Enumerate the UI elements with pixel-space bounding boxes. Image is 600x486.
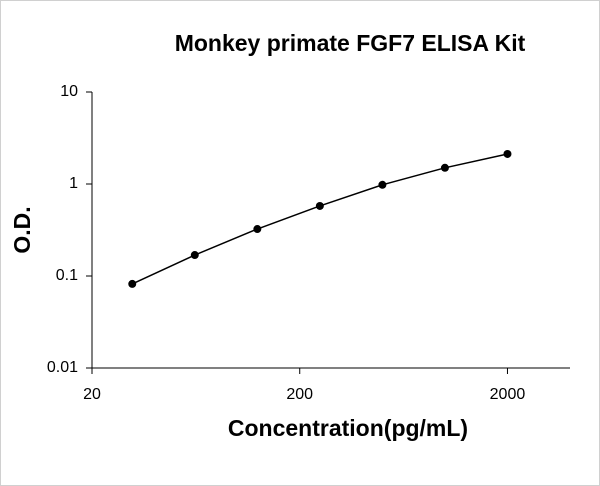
y-tick-label: 10 [60, 83, 78, 100]
y-tick-label: 1 [69, 175, 78, 192]
point [440, 163, 449, 172]
point [378, 180, 387, 189]
point [128, 279, 137, 288]
y-tick-label: 0.01 [47, 359, 78, 376]
x-tick-label: 200 [286, 386, 313, 403]
chart-title: Monkey primate FGF7 ELISA Kit [175, 30, 526, 56]
point [315, 201, 324, 210]
point [503, 149, 512, 158]
x-axis-title: Concentration(pg/mL) [228, 415, 468, 441]
y-tick-label: 0.1 [56, 267, 78, 284]
x-tick-label: 2000 [490, 386, 526, 403]
point [190, 251, 199, 260]
point [253, 225, 262, 234]
y-axis-title: O.D. [9, 206, 35, 253]
x-tick-label: 20 [83, 386, 101, 403]
